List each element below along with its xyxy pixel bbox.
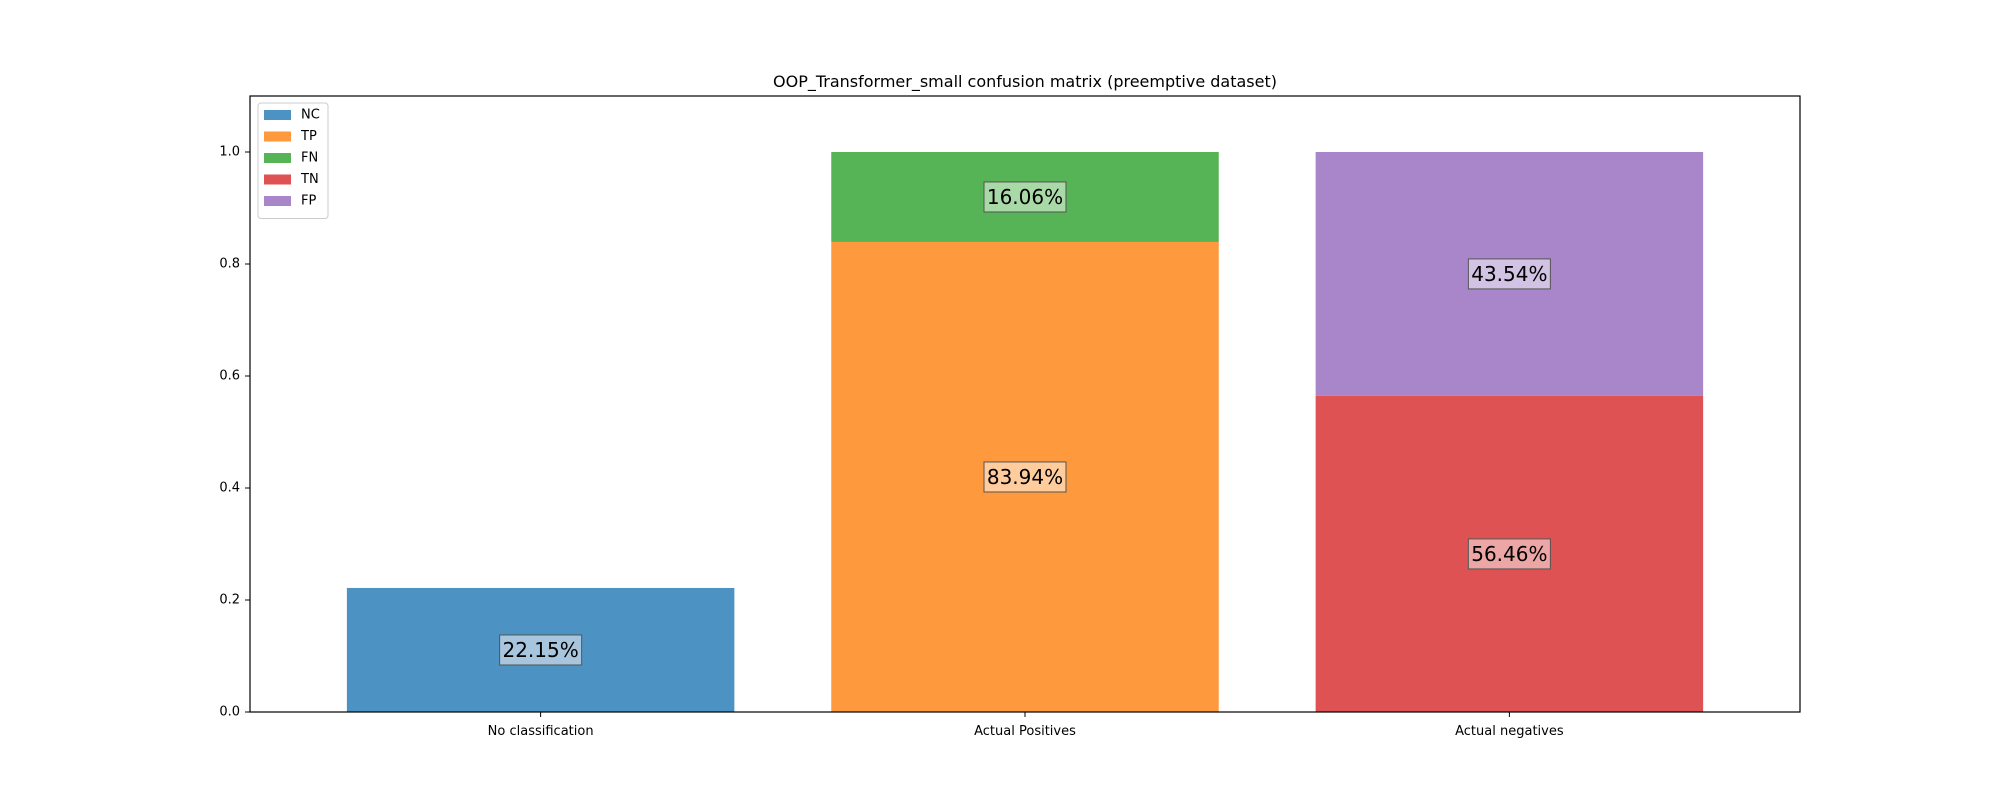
y-tick-label: 0.2: [219, 593, 240, 608]
y-axis: 0.0 0.2 0.4 0.6 0.8 1.0: [219, 145, 250, 720]
data-label-text: 16.06%: [987, 185, 1063, 209]
data-label-text: 56.46%: [1471, 542, 1547, 566]
data-labels-layer: 22.15% 83.94% 16.06% 56.46% 43.54%: [499, 181, 1551, 666]
data-label-box: [983, 181, 1067, 213]
data-label-box: [1467, 538, 1551, 570]
legend-swatch: [264, 131, 291, 142]
data-label-fp: 43.54%: [1467, 258, 1551, 290]
data-label-fn: 16.06%: [983, 181, 1067, 213]
legend-label: TP: [300, 129, 317, 144]
data-label-box: [499, 634, 583, 666]
legend-item-fp: FP: [264, 194, 316, 209]
y-tick-label: 1.0: [219, 145, 240, 160]
legend-item-tn: TN: [264, 172, 319, 187]
y-tick-label: 0.4: [219, 481, 240, 496]
y-tick-label: 0.8: [219, 257, 240, 272]
legend-item-fn: FN: [264, 151, 318, 166]
legend-swatch: [264, 196, 291, 206]
legend-item-nc: NC: [264, 108, 320, 123]
data-label-text: 83.94%: [987, 465, 1063, 489]
legend-item-tp: TP: [264, 129, 317, 144]
y-tick-label: 0.0: [219, 705, 240, 720]
data-label-text: 43.54%: [1471, 262, 1547, 286]
data-label-box: [1467, 258, 1551, 290]
data-label-text: 22.15%: [502, 638, 578, 662]
legend-label: NC: [301, 108, 320, 123]
legend-swatch: [264, 153, 291, 163]
x-axis: No classification Actual Positives Actual …: [488, 712, 1564, 739]
legend: NC TP FN TN FP: [257, 102, 329, 219]
data-label-nc: 22.15%: [499, 634, 583, 666]
legend-label: FP: [301, 194, 316, 209]
x-tick-label: Actual Positives: [974, 724, 1076, 739]
x-tick-label: Actual negatives: [1455, 724, 1564, 739]
x-tick-label: No classification: [488, 724, 594, 739]
legend-label: TN: [300, 172, 319, 187]
legend-swatch: [264, 174, 291, 185]
data-label-tp: 83.94%: [983, 461, 1067, 493]
legend-swatch: [264, 110, 291, 120]
chart-title: OOP_Transformer_small confusion matrix (…: [773, 72, 1277, 92]
bars-layer: [346, 152, 1704, 712]
data-label-box: [983, 461, 1067, 493]
y-tick-label: 0.6: [219, 369, 240, 384]
data-label-tn: 56.46%: [1467, 538, 1551, 570]
legend-label: FN: [301, 151, 318, 166]
